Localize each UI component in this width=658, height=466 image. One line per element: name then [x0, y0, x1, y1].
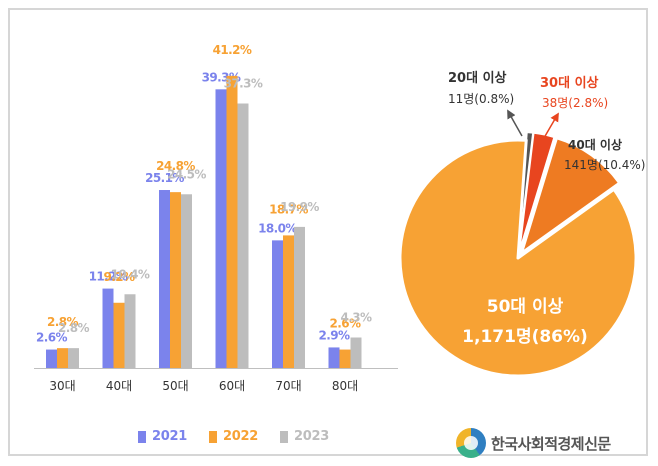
- pie-slice-3: [518, 132, 555, 251]
- bar-chart: 2.6%2.8%2.8%30대11.2%9.2%10.4%40대25.1%24.…: [34, 43, 398, 393]
- pie-slice-1: [398, 138, 638, 378]
- watermark: 한국사회적경제신문: [456, 428, 611, 458]
- data-label-2022-30대: 2.8%: [47, 315, 78, 329]
- legend-item-2021: 2021: [138, 429, 187, 444]
- pie-label-50s: 50대 이상: [487, 297, 564, 317]
- legend-swatch-2021: [138, 430, 146, 443]
- bar-2021-30대: [46, 349, 57, 368]
- x-tick-label-40대: 40대: [106, 379, 132, 393]
- leader-arrow-30s: [543, 112, 559, 139]
- data-label-2022-60대: 41.2%: [213, 43, 252, 57]
- data-label-2023-80대: 4.3%: [341, 311, 372, 325]
- data-label-2022-80대: 2.6%: [330, 317, 361, 331]
- legend-swatch-2023: [279, 430, 288, 443]
- data-label-2023-30대: 2.8%: [58, 321, 89, 335]
- legend-label-2022: 2022: [222, 429, 258, 444]
- pie-slice-2: [521, 137, 620, 253]
- x-tick-label-30대: 30대: [49, 379, 75, 393]
- bar-2022-80대: [339, 349, 351, 368]
- legend-swatch-2022: [208, 430, 217, 443]
- bar-2023-60대: [237, 103, 249, 368]
- data-label-2023-70대: 19.9%: [280, 200, 319, 214]
- data-label-2021-50대: 25.1%: [145, 171, 184, 185]
- x-tick-label-80대: 80대: [332, 379, 358, 393]
- bar-2023-40대: [124, 294, 136, 368]
- legend-label-2023: 2023: [293, 429, 329, 444]
- data-label-2022-70대: 18.7%: [269, 202, 308, 216]
- pie-label-20s: 20대 이상: [448, 70, 507, 86]
- watermark-text: 한국사회적경제신문: [491, 434, 611, 453]
- x-tick-label-70대: 70대: [275, 379, 301, 393]
- bar-2021-60대: [215, 89, 227, 368]
- bar-2023-30대: [68, 348, 79, 368]
- data-label-2021-40대: 11.2%: [89, 270, 128, 284]
- data-label-2021-30대: 2.6%: [36, 331, 67, 345]
- x-tick-label-60대: 60대: [219, 379, 245, 393]
- chart-frame: 2.6% 2.8% 2.8% 30대 11.2% 9.2% 10.4% 40대 25.1% 24.…: [8, 8, 648, 458]
- pie-value-30s: 38명(2.8%): [542, 96, 608, 110]
- data-label-2021-70대: 18.0%: [258, 221, 297, 235]
- bar-2023-50대: [181, 194, 192, 368]
- bar-2023-80대: [350, 337, 362, 368]
- pie-chart: 50대 이상 1,171명(86%) 40대 이상 141명(10.4%) 30대 이상…: [398, 70, 645, 378]
- data-label-2022-50대: 24.8%: [156, 159, 195, 173]
- bar-2022-60대: [226, 75, 238, 368]
- data-label-2022-40대: 9.2%: [104, 270, 135, 284]
- legend-item-2023: 2023: [279, 429, 329, 444]
- pie-value-50s: 1,171명(86%): [462, 327, 588, 347]
- bar-2023-70대: [294, 226, 305, 368]
- bar-legend: 2021 2022 2023: [138, 429, 329, 444]
- bar-2022-50대: [170, 192, 181, 368]
- bar-2022-70대: [283, 235, 294, 368]
- pie-label-40s: 40대 이상: [568, 137, 622, 152]
- legend-label-2021: 2021: [152, 429, 187, 444]
- data-label-2023-50대: 24.5%: [167, 167, 206, 181]
- pie-value-40s: 141명(10.4%): [564, 158, 645, 172]
- bar-2021-70대: [272, 240, 283, 368]
- pie-value-20s: 11명(0.8%): [448, 92, 514, 106]
- bar-2022-30대: [57, 348, 68, 368]
- data-label-2023-40대: 10.4%: [111, 267, 150, 281]
- pie-label-30s: 30대 이상: [540, 75, 599, 91]
- bar-2022-40대: [113, 302, 125, 368]
- data-label-2023-60대: 37.3%: [224, 77, 263, 91]
- x-tick-label-50대: 50대: [162, 379, 188, 393]
- newspaper-logo-icon: [456, 428, 486, 458]
- data-label-2021-80대: 2.9%: [319, 328, 350, 342]
- legend-item-2022: 2022: [208, 429, 258, 444]
- bar-2021-40대: [102, 288, 114, 368]
- pie-slice-4: [518, 131, 534, 251]
- bar-2021-50대: [159, 190, 170, 368]
- bar-2021-80대: [328, 347, 340, 368]
- leader-arrow-20s: [507, 109, 523, 137]
